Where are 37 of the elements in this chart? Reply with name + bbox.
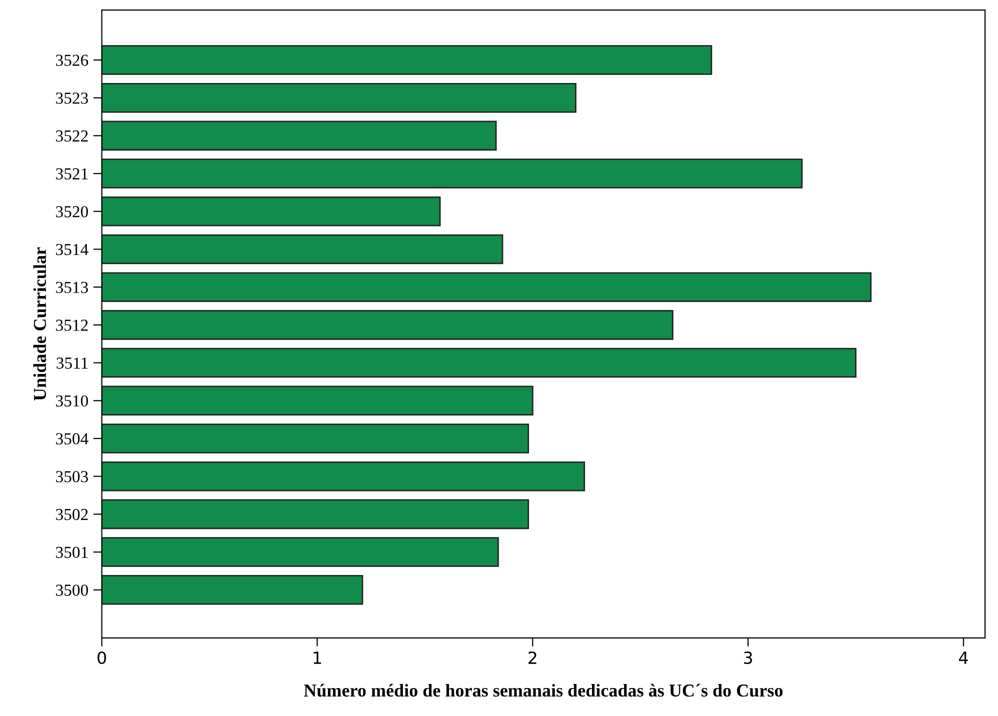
y-axis-title: Unidade Curricular	[33, 247, 46, 401]
bar	[102, 537, 499, 567]
bar	[102, 45, 712, 75]
bar	[102, 386, 534, 416]
y-tick-label: 3511	[56, 358, 88, 369]
bar	[102, 310, 674, 340]
bar	[102, 158, 803, 188]
bar	[102, 272, 872, 302]
y-tick-label: 3513	[56, 282, 88, 294]
y-tick-label: 3512	[56, 320, 88, 331]
y-tick-label: 3500	[56, 584, 88, 596]
x-tick-label: 2	[528, 651, 536, 664]
bar	[102, 82, 576, 113]
bar	[102, 196, 441, 226]
y-tick-label: 3510	[56, 395, 88, 407]
y-tick-label: 3503	[56, 471, 88, 482]
y-tick-label: 3523	[56, 92, 88, 104]
x-tick-label: 1	[314, 652, 321, 664]
bar	[102, 461, 586, 492]
y-tick-label: 3526	[56, 54, 88, 66]
bar	[102, 120, 497, 151]
y-tick-label: 3522	[56, 130, 88, 142]
bar	[102, 234, 504, 264]
bar	[102, 424, 530, 454]
y-tick-label: 3514	[56, 244, 88, 256]
y-tick-label: 3501	[56, 546, 88, 558]
bar	[102, 499, 530, 530]
y-tick-label: 3520	[56, 206, 88, 218]
y-tick-label: 3521	[56, 168, 88, 180]
y-tick-label: 3504	[56, 433, 88, 444]
x-tick-label: 0	[98, 651, 106, 664]
x-tick-label: 4	[958, 652, 968, 664]
bar	[102, 348, 856, 378]
x-tick-label: 3	[744, 651, 752, 664]
y-tick-label: 3502	[56, 508, 88, 520]
x-axis-title: Número médio de horas semanais dedicadas às UC´s do Curso	[304, 684, 783, 697]
bar	[102, 575, 364, 605]
